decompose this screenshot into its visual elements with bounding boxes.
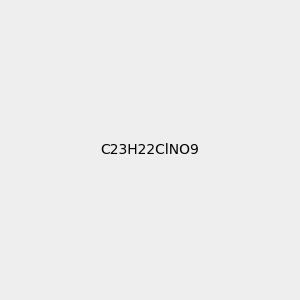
Text: C23H22ClNO9: C23H22ClNO9: [100, 143, 200, 157]
